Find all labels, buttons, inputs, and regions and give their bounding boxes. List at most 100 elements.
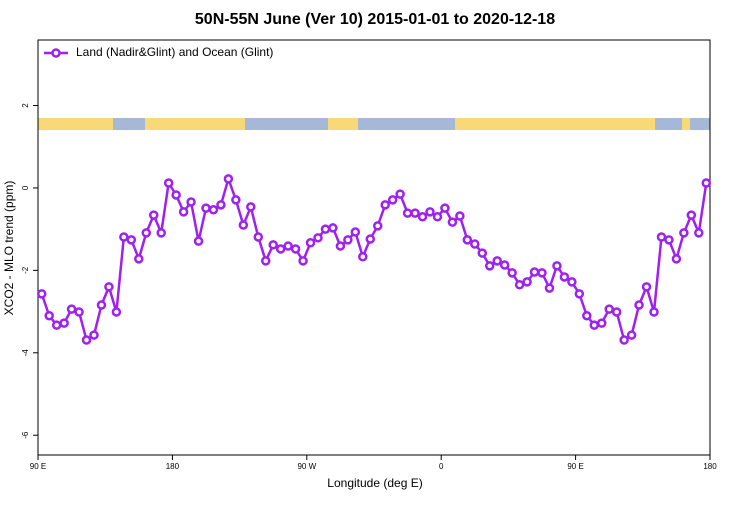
y-tick-label: 2	[21, 103, 30, 108]
data-point	[320, 224, 331, 234]
data-point	[223, 174, 234, 184]
data-point	[701, 178, 712, 188]
data-point	[44, 310, 54, 321]
data-point	[298, 256, 308, 266]
data-point	[238, 220, 249, 230]
data-point	[283, 241, 293, 251]
data-point	[619, 335, 629, 345]
x-axis-label: Longitude (deg E)	[327, 476, 422, 490]
chart-title: 50N-55N June (Ver 10) 2015-01-01 to 2020…	[195, 11, 555, 28]
data-point	[163, 178, 174, 188]
data-point	[260, 256, 271, 266]
x-tick-label: 180	[166, 462, 180, 471]
data-point	[193, 236, 204, 246]
data-point	[656, 232, 667, 242]
data-point	[582, 310, 592, 321]
y-tick-label: 0	[21, 185, 30, 190]
data-point	[529, 267, 540, 277]
data-point	[589, 320, 600, 330]
data-point	[208, 205, 219, 215]
data-point	[552, 261, 562, 271]
data-point	[343, 235, 353, 245]
x-tick-label: 90 E	[30, 462, 46, 471]
data-point	[74, 307, 84, 317]
land-band	[38, 118, 113, 130]
y-tick-label: -4	[21, 349, 30, 357]
data-point	[380, 200, 390, 210]
data-point	[89, 330, 99, 340]
data-point	[59, 318, 69, 328]
data-point	[470, 239, 480, 249]
data-point	[402, 208, 413, 218]
data-point	[604, 304, 614, 314]
data-point	[171, 190, 181, 200]
data-point	[611, 307, 622, 317]
data-point	[432, 212, 443, 222]
data-point	[141, 228, 152, 238]
data-point	[275, 244, 286, 254]
land-band	[682, 118, 690, 130]
data-point	[305, 238, 316, 248]
data-point	[634, 300, 644, 310]
x-tick-label: 90 W	[297, 462, 316, 471]
data-point	[216, 200, 226, 210]
data-point	[626, 330, 637, 340]
x-tick-label: 90 E	[567, 462, 583, 471]
data-point	[156, 228, 166, 238]
land-ocean-band	[38, 118, 710, 130]
x-tick-label: 0	[439, 462, 444, 471]
data-point	[186, 197, 196, 207]
data-point	[268, 240, 278, 250]
data-point	[36, 289, 47, 299]
data-point	[96, 300, 107, 310]
data-point	[358, 252, 368, 262]
data-point	[387, 195, 398, 205]
plot-frame	[37, 39, 711, 456]
legend-label: Land (Nadir&Glint) and Ocean (Glint)	[76, 45, 273, 59]
data-point	[649, 307, 659, 317]
data-point	[66, 304, 77, 314]
data-point	[514, 280, 525, 290]
data-point	[492, 256, 502, 266]
data-point	[290, 244, 301, 254]
land-band	[145, 118, 245, 130]
data-point	[126, 235, 137, 245]
data-point	[335, 241, 346, 251]
x-tick-label: 180	[703, 462, 717, 471]
land-band	[328, 118, 358, 130]
data-point	[499, 260, 510, 270]
data-point	[596, 318, 607, 328]
data-point	[671, 254, 682, 264]
data-point	[522, 277, 532, 287]
data-point	[178, 207, 189, 217]
legend-marker	[51, 48, 61, 58]
data-point	[484, 261, 495, 271]
data-point	[134, 254, 144, 264]
y-tick-label: -6	[21, 431, 30, 439]
data-point	[231, 195, 241, 205]
data-point	[81, 335, 92, 345]
y-axis-label: XCO2 - MLO trend (ppm)	[2, 181, 16, 316]
data-point	[119, 232, 129, 242]
data-point	[641, 282, 652, 292]
data-point	[679, 228, 689, 238]
data-point	[201, 203, 211, 213]
data-point	[104, 282, 114, 292]
data-point	[447, 217, 458, 227]
data-point	[313, 233, 323, 243]
data-point	[410, 208, 420, 218]
data-point	[350, 227, 361, 237]
data-point	[372, 221, 383, 231]
data-point	[477, 248, 488, 258]
data-point	[417, 212, 428, 222]
data-point	[567, 277, 577, 287]
land-band	[455, 118, 655, 130]
data-point	[559, 272, 570, 282]
data-point	[664, 235, 674, 245]
data-point	[574, 289, 585, 299]
data-point	[694, 228, 704, 238]
y-tick-label: -2	[21, 266, 30, 274]
data-point	[328, 223, 338, 233]
data-point	[395, 189, 405, 199]
